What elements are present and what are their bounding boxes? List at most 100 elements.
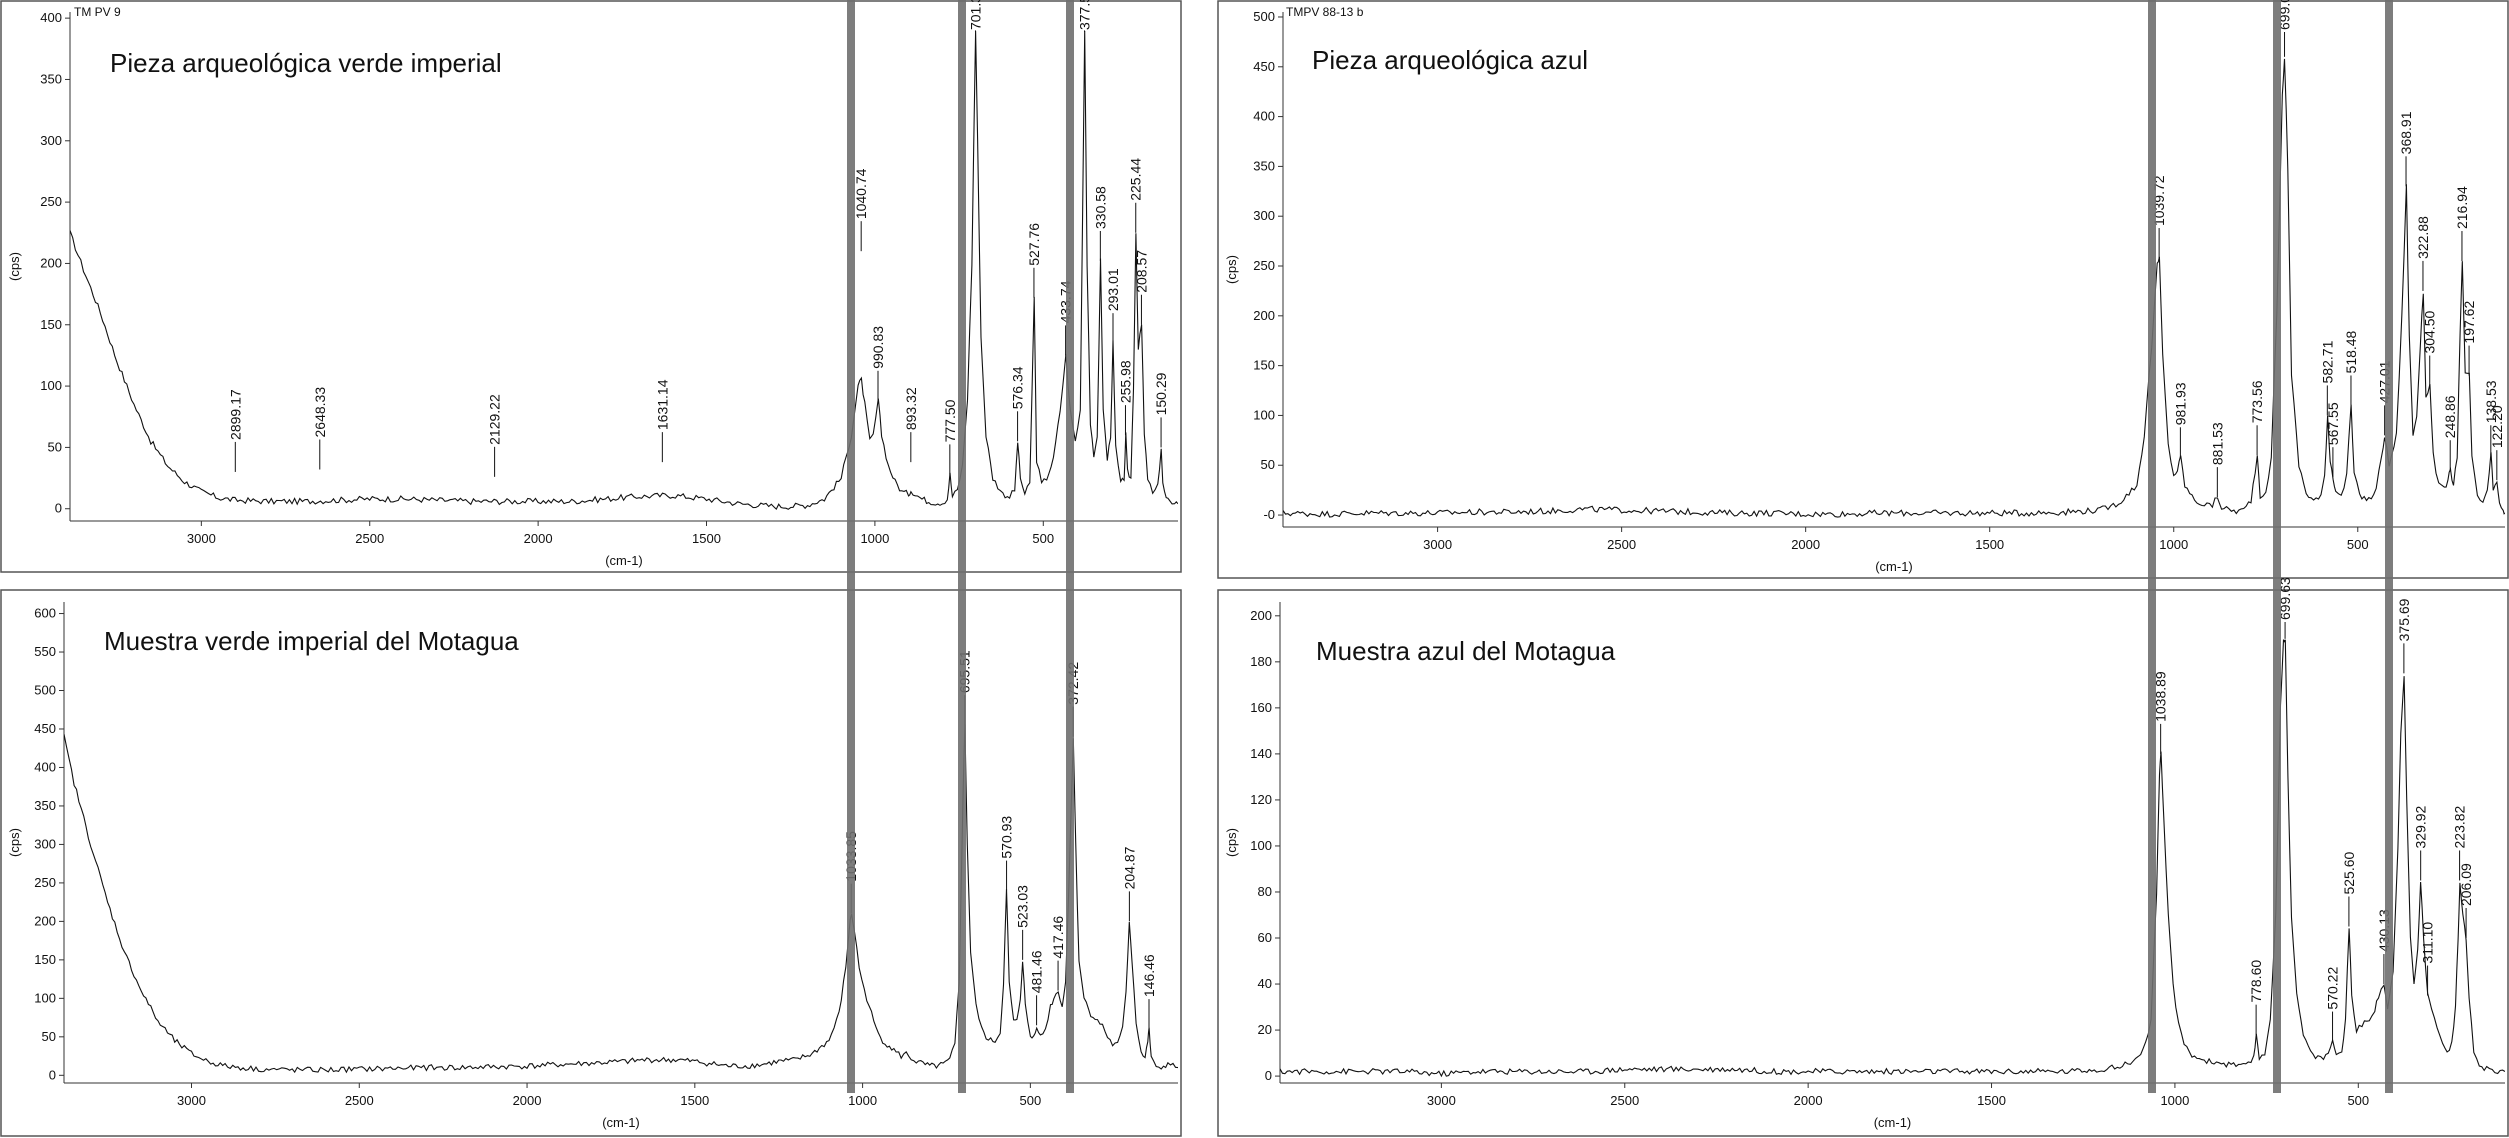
x-tick-label: 1000: [848, 1093, 877, 1108]
y-tick-label: 250: [1253, 258, 1275, 273]
peak-label: 208.57: [1133, 250, 1149, 293]
y-tick-label: 300: [40, 133, 62, 148]
x-tick-label: 1500: [1975, 537, 2004, 552]
y-axis-title: (cps): [7, 252, 22, 281]
x-tick-label: 2500: [1610, 1093, 1639, 1108]
y-tick-label: 120: [1250, 792, 1272, 807]
peak-label: 773.56: [2249, 380, 2265, 423]
x-tick-label: 500: [2347, 1093, 2369, 1108]
peak-label: 777.50: [942, 399, 958, 442]
y-axis-title: (cps): [1224, 255, 1239, 284]
y-tick-label: 450: [1253, 59, 1275, 74]
x-tick-label: 500: [2347, 537, 2369, 552]
y-tick-label: 350: [40, 71, 62, 86]
peak-label: 311.10: [2420, 922, 2436, 964]
peak-label: 223.82: [2452, 805, 2468, 848]
panel-frame: [0, 589, 1182, 1137]
spectrum-line: [1283, 58, 2505, 518]
y-tick-label: 50: [42, 1029, 56, 1044]
x-tick-label: 1500: [692, 531, 721, 546]
y-tick-label: 400: [1253, 109, 1275, 124]
reference-band: [2273, 0, 2281, 1093]
reference-band: [847, 0, 855, 1093]
spectrum-line: [1280, 639, 2505, 1078]
peak-label: 570.22: [2325, 967, 2341, 1010]
peak-label: 1040.74: [853, 168, 869, 219]
reference-band: [1066, 0, 1074, 1093]
y-axis-title: (cps): [1224, 828, 1239, 857]
panel-title: Muestra azul del Motagua: [1316, 636, 1616, 666]
y-tick-label: 160: [1250, 700, 1272, 715]
peak-label: 523.03: [1015, 885, 1031, 928]
x-tick-label: 2500: [355, 531, 384, 546]
x-tick-label: 3000: [177, 1093, 206, 1108]
y-tick-label: 140: [1250, 746, 1272, 761]
peak-label: 122.20: [2489, 405, 2505, 448]
peak-label: 582.71: [2319, 340, 2335, 383]
y-tick-label: 150: [1253, 358, 1275, 373]
peak-label: 146.46: [1141, 954, 1157, 997]
peak-label: 2899.17: [227, 389, 243, 440]
panel-title: Pieza arqueológica azul: [1312, 45, 1588, 75]
x-tick-label: 1500: [680, 1093, 709, 1108]
y-tick-label: -0: [1263, 507, 1275, 522]
peak-label: 518.48: [2343, 330, 2359, 373]
y-tick-label: 0: [1265, 1068, 1272, 1083]
spectrum-line: [64, 724, 1178, 1074]
y-tick-label: 100: [1250, 838, 1272, 853]
x-tick-label: 1500: [1977, 1093, 2006, 1108]
sample-id: TM PV 9: [74, 5, 121, 19]
peak-label: 255.98: [1117, 360, 1133, 403]
x-tick-label: 1000: [860, 531, 889, 546]
panel-title: Muestra verde imperial del Motagua: [104, 626, 519, 656]
y-tick-label: 250: [34, 875, 56, 890]
y-tick-label: 20: [1258, 1022, 1272, 1037]
y-tick-label: 100: [1253, 407, 1275, 422]
peak-label: 2648.33: [312, 387, 328, 438]
peak-label: 368.91: [2398, 111, 2414, 154]
y-axis-title: (cps): [7, 828, 22, 857]
y-tick-label: 50: [48, 439, 62, 454]
peak-label: 778.60: [2248, 960, 2264, 1003]
x-tick-label: 500: [1020, 1093, 1042, 1108]
panel-title: Pieza arqueológica verde imperial: [110, 48, 502, 78]
chart-panel-1: 0 50 100 150 200 250 300 350 400 3000 2500 2000 1500…: [0, 0, 1182, 573]
peak-label: 417.46: [1050, 916, 1066, 959]
chart-panel-4: 0 20 40 60 80 100 120 140 160 180 200 3000 2500 2000 1…: [1217, 577, 2509, 1137]
panel-frame: [1217, 589, 2509, 1137]
x-tick-label: 2500: [345, 1093, 374, 1108]
y-tick-label: 400: [34, 759, 56, 774]
peak-label: 881.53: [2209, 422, 2225, 465]
chart-panel-3: 0 50 100 150 200 250 300 350 400 450 500 550 600 3000…: [0, 589, 1182, 1137]
y-tick-label: 100: [40, 378, 62, 393]
reference-band: [2385, 0, 2393, 1093]
y-tick-label: 60: [1258, 930, 1272, 945]
peak-label: 197.62: [2461, 301, 2477, 344]
x-tick-label: 500: [1032, 531, 1054, 546]
peak-label: 377.50: [1077, 0, 1093, 30]
y-tick-label: 200: [40, 255, 62, 270]
reference-band: [958, 0, 966, 1093]
y-tick-label: 500: [34, 683, 56, 698]
x-axis-title: (cm-1): [605, 553, 643, 568]
y-tick-label: 200: [1253, 308, 1275, 323]
peak-label: 322.88: [2415, 216, 2431, 259]
y-tick-label: 0: [55, 501, 62, 516]
peak-label: 329.92: [2413, 805, 2429, 848]
peak-label: 225.44: [1128, 158, 1144, 201]
y-tick-label: 200: [34, 913, 56, 928]
x-axis-title: (cm-1): [602, 1115, 640, 1130]
peak-label: 1631.14: [654, 379, 670, 430]
peak-label: 990.83: [870, 326, 886, 369]
chart-panel-2: -0 50 100 150 200 250 300 350 400 450 500 3000 2500 2…: [1217, 0, 2509, 579]
x-tick-label: 2000: [513, 1093, 542, 1108]
spectrum-line: [70, 30, 1178, 511]
panel-frame: [0, 0, 1182, 573]
x-axis-title: (cm-1): [1875, 559, 1913, 574]
y-tick-label: 550: [34, 644, 56, 659]
y-tick-label: 250: [40, 194, 62, 209]
x-axis-title: (cm-1): [1874, 1115, 1912, 1130]
peak-label: 576.34: [1010, 366, 1026, 409]
peak-label: 150.29: [1153, 372, 1169, 415]
x-tick-label: 2000: [1794, 1093, 1823, 1108]
